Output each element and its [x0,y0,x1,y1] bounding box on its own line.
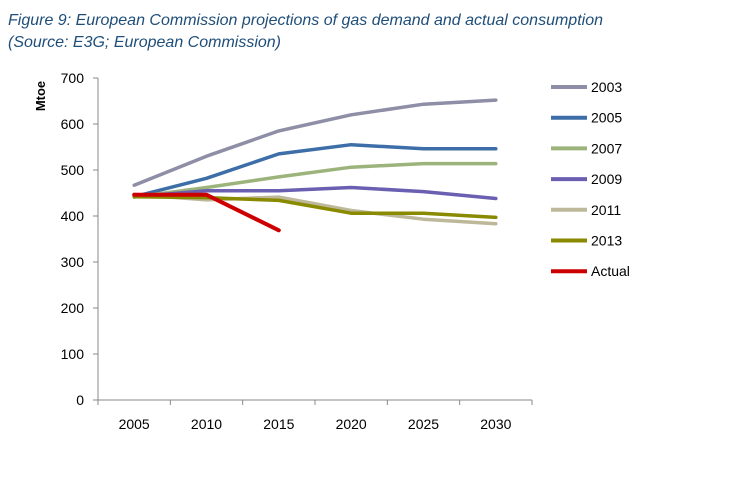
x-tick-label: 2030 [480,416,511,432]
x-tick-label: 2010 [191,416,222,432]
y-tick-label: 500 [61,162,85,178]
y-tick-label: 200 [61,300,85,316]
legend-label-2013: 2013 [591,233,622,249]
chart-title: Figure 9: European Commission projection… [8,10,748,54]
legend-label-actual: Actual [591,263,630,279]
series-line-2005 [132,142,498,199]
x-tick-label: 2015 [263,416,294,432]
legend-label-2005: 2005 [591,110,622,126]
title-line-2: (Source: E3G; European Commission) [8,34,281,51]
legend-label-2009: 2009 [591,171,622,187]
x-tick-label: 2005 [119,416,150,432]
series-line-2013 [132,194,498,220]
legend-label-2011: 2011 [591,202,621,218]
series-line-actual [132,192,281,233]
y-tick-label: 600 [61,116,85,132]
series-line-2003 [132,98,498,187]
y-tick-label: 100 [61,346,85,362]
x-tick-label: 2025 [408,416,439,432]
y-tick-label: 400 [61,208,85,224]
y-tick-label: 700 [61,70,85,86]
y-tick-label: 0 [76,392,84,408]
x-tick-label: 2020 [336,416,367,432]
legend-label-2003: 2003 [591,79,622,95]
series-line-2007 [132,161,498,199]
legend-label-2007: 2007 [591,140,622,156]
title-line-1: Figure 9: European Commission projection… [8,12,603,29]
series-line-2009 [132,185,498,201]
y-axis-label: Mtoe [33,81,48,111]
y-tick-label: 300 [61,254,85,270]
